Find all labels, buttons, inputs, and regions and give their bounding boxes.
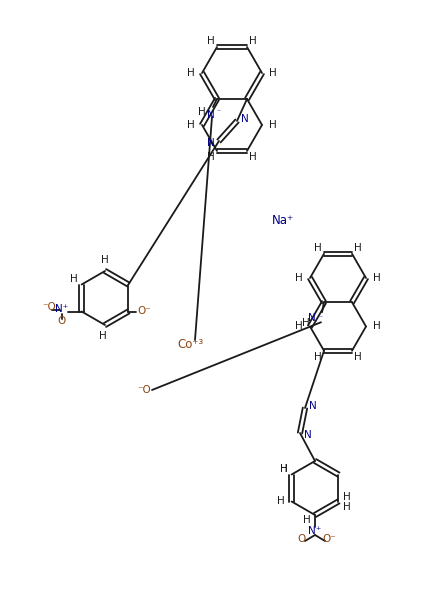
Text: O⁻: O⁻ (322, 534, 336, 544)
Text: ⁻: ⁻ (216, 107, 220, 116)
Text: H: H (303, 515, 311, 525)
Text: H: H (198, 107, 206, 117)
Text: H: H (99, 331, 107, 341)
Text: H: H (280, 464, 287, 475)
Text: H: H (207, 36, 215, 46)
Text: N: N (309, 401, 317, 411)
Text: H: H (269, 120, 277, 130)
Text: H: H (280, 464, 287, 475)
Text: H: H (373, 321, 381, 332)
Text: H: H (269, 68, 277, 78)
Text: H: H (101, 255, 109, 265)
Text: O: O (58, 317, 66, 326)
Text: Na⁺: Na⁺ (272, 215, 294, 227)
Text: H: H (302, 318, 310, 328)
Text: H: H (295, 273, 303, 283)
Text: O⁻: O⁻ (137, 306, 151, 317)
Text: H: H (373, 273, 381, 283)
Text: H: H (249, 36, 257, 46)
Text: H: H (343, 502, 350, 511)
Text: H: H (187, 120, 195, 130)
Text: H: H (295, 321, 303, 332)
Text: ⁻: ⁻ (318, 314, 322, 323)
Text: O: O (297, 534, 305, 544)
Text: N: N (207, 110, 215, 120)
Text: N⁺: N⁺ (55, 305, 68, 315)
Text: H: H (249, 152, 257, 162)
Text: H: H (277, 496, 285, 507)
Text: N⁺: N⁺ (308, 526, 322, 536)
Text: Co⁺³: Co⁺³ (177, 338, 203, 352)
Text: ⁻O: ⁻O (43, 303, 56, 312)
Text: H: H (187, 68, 195, 78)
Text: H: H (354, 352, 362, 362)
Text: H: H (354, 243, 362, 253)
Text: H: H (314, 352, 322, 362)
Text: H: H (314, 243, 322, 253)
Text: ⁻O: ⁻O (137, 385, 151, 395)
Text: H: H (343, 491, 350, 502)
Text: N: N (241, 114, 249, 124)
Text: N: N (304, 430, 312, 440)
Text: H: H (207, 152, 215, 162)
Text: N: N (308, 313, 316, 323)
Text: N: N (207, 138, 215, 148)
Text: H: H (70, 274, 78, 285)
